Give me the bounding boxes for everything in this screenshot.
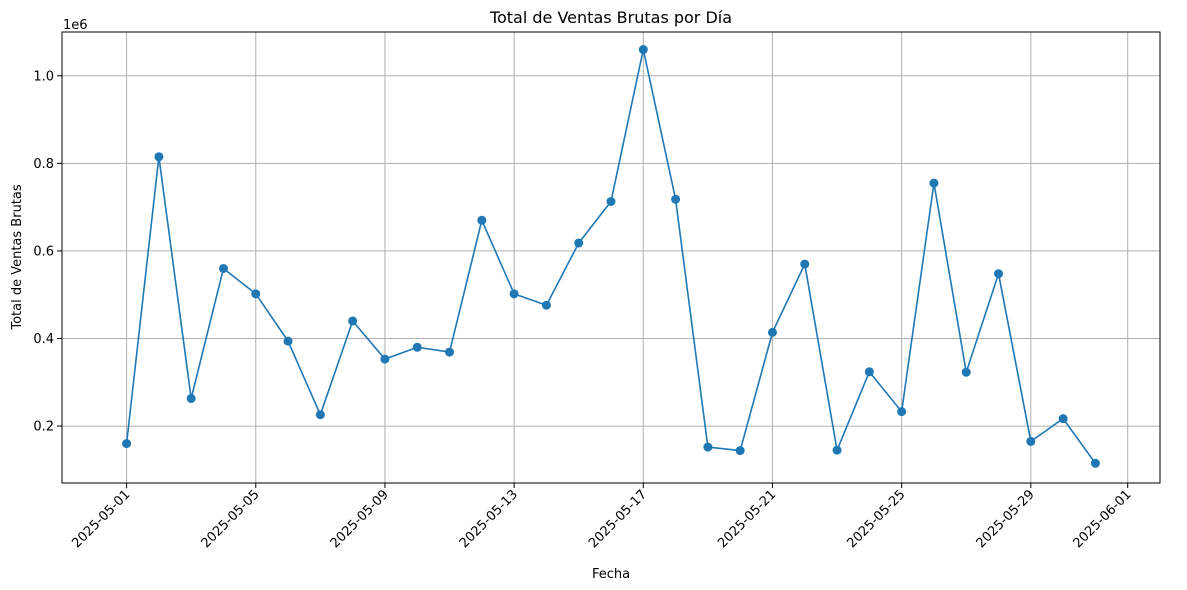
x-tick-label: 2025-05-21: [715, 487, 779, 551]
data-point: [1058, 414, 1068, 424]
plot-frame: [61, 31, 1161, 484]
y-offset-label: 1e6: [63, 18, 88, 33]
y-tick-label: 0.8: [33, 157, 54, 172]
data-point: [122, 439, 132, 449]
y-tick-label: 0.6: [33, 244, 54, 259]
data-point: [832, 445, 842, 455]
x-tick-label: 2025-05-29: [974, 487, 1038, 551]
data-point: [1026, 436, 1036, 446]
data-point: [800, 259, 810, 269]
data-point: [606, 196, 616, 206]
series-line: [125, 48, 1097, 464]
grid-layer: [62, 32, 1160, 483]
data-point: [638, 45, 648, 55]
data-point: [864, 367, 874, 377]
x-tick-label: 2025-05-25: [844, 487, 908, 551]
data-point: [283, 336, 293, 346]
data-point: [154, 152, 164, 162]
data-point: [412, 342, 422, 352]
data-point: [767, 327, 777, 337]
data-point: [348, 316, 358, 326]
x-axis-label: Fecha: [592, 567, 630, 582]
y-axis-label: Total de Ventas Brutas: [10, 184, 25, 331]
data-point: [477, 215, 487, 225]
data-point: [186, 393, 196, 403]
data-point: [315, 410, 325, 420]
data-point: [671, 194, 681, 204]
data-point: [218, 263, 228, 273]
series-layer: [122, 45, 1100, 468]
x-tick-label: 2025-05-09: [328, 487, 392, 551]
x-tick-label: 2025-05-17: [586, 487, 650, 551]
data-point: [509, 289, 519, 299]
data-point: [445, 347, 455, 357]
chart-title: Total de Ventas Brutas por Día: [489, 8, 732, 27]
x-tick-label: 2025-06-01: [1070, 487, 1134, 551]
data-point: [929, 178, 939, 188]
data-point: [994, 269, 1004, 279]
data-point: [541, 300, 551, 310]
data-point: [961, 367, 971, 377]
data-point: [1090, 458, 1100, 468]
y-tick-label: 1.0: [33, 69, 54, 84]
x-tick-label: 2025-05-13: [457, 487, 521, 551]
ticks-layer: 2025-05-01 2025-05-05 2025-05-09 2025-05-13…: [33, 69, 1134, 551]
data-point: [574, 238, 584, 248]
data-point: [703, 442, 713, 452]
y-tick-label: 0.2: [33, 420, 54, 435]
y-tick-label: 0.4: [33, 332, 54, 347]
data-point: [897, 407, 907, 417]
x-tick-label: 2025-05-05: [199, 487, 263, 551]
data-point: [251, 289, 261, 299]
data-point: [735, 446, 745, 456]
x-tick-label: 2025-05-01: [69, 487, 133, 551]
data-point: [380, 354, 390, 364]
